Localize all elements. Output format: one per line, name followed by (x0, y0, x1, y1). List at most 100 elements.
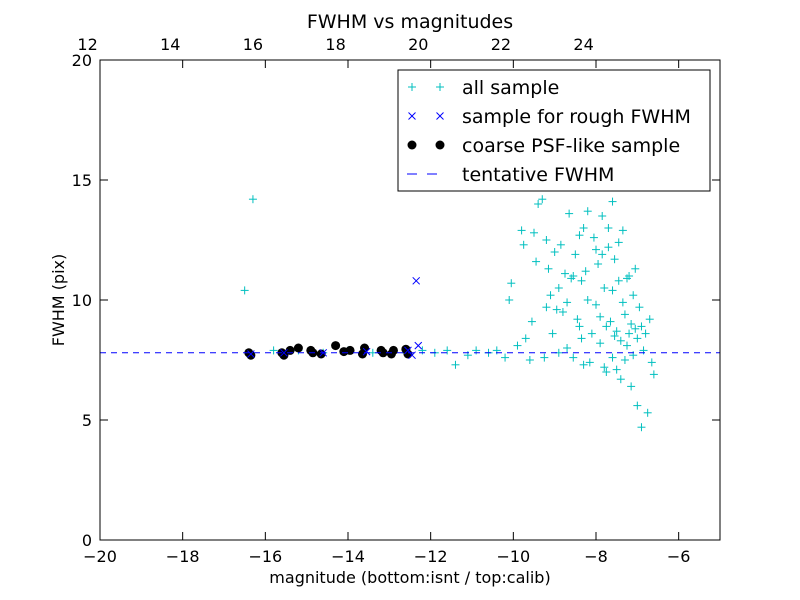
plus-marker (618, 226, 627, 235)
plus-marker (598, 250, 607, 259)
plus-marker (532, 257, 541, 266)
dot-marker (293, 343, 303, 353)
top-tick-label: 22 (491, 35, 511, 54)
plus-marker (550, 248, 559, 256)
plus-marker (623, 341, 631, 350)
dot-marker (378, 348, 388, 358)
plus-marker (596, 339, 605, 348)
plus-marker (592, 245, 600, 254)
x-axis-label: magnitude (bottom:isnt / top:calib) (269, 568, 550, 587)
plus-marker (614, 238, 623, 247)
plus-marker (641, 329, 650, 338)
plus-marker (505, 296, 514, 304)
plus-marker (569, 272, 578, 280)
top-tick-label: 16 (243, 35, 263, 54)
plus-marker (436, 83, 444, 91)
plus-marker (521, 334, 530, 343)
plus-marker (563, 344, 572, 352)
plus-marker (513, 341, 522, 350)
plus-marker (581, 267, 590, 276)
plus-marker (598, 212, 607, 220)
plus-marker (629, 291, 638, 300)
top-tick-label: 12 (77, 35, 97, 54)
plus-marker (614, 276, 623, 285)
y-tick-label: 10 (72, 291, 92, 310)
x-marker (362, 347, 371, 356)
plus-marker (612, 327, 621, 336)
plus-marker (248, 195, 257, 204)
plus-marker (269, 346, 278, 355)
x-marker-b (280, 348, 288, 357)
plus-marker (612, 365, 621, 374)
plus-marker (608, 353, 617, 362)
x-marker-b (414, 341, 423, 350)
plus-marker (534, 200, 543, 208)
top-tick-label: 14 (160, 35, 180, 54)
top-tick-label: 24 (573, 35, 593, 54)
plus-marker (579, 360, 588, 369)
x-tick-label: −14 (331, 547, 365, 566)
x-marker-b (362, 347, 371, 356)
x-marker (247, 350, 255, 358)
plus-marker (600, 363, 609, 372)
plus-marker (554, 284, 563, 292)
x-tick-label: −10 (496, 547, 530, 566)
plus-marker (585, 358, 594, 367)
plus-marker (594, 260, 603, 268)
plus-marker (525, 356, 534, 364)
legend-label: coarse PSF-like sample (462, 135, 680, 157)
plus-marker (618, 298, 627, 307)
plus-marker (540, 353, 549, 362)
x-tick-label: −18 (166, 547, 200, 566)
chart-title: FWHM vs magnitudes (307, 11, 513, 33)
plus-marker (561, 269, 569, 278)
plus-marker (604, 224, 613, 232)
plus-marker (575, 231, 584, 240)
top-tick-label: 18 (325, 35, 345, 54)
plus-marker (600, 284, 609, 292)
x-tick-label: −12 (414, 547, 448, 566)
plus-marker (635, 303, 644, 312)
top-axis: 12 14 16 18 20 22 24 (77, 35, 593, 54)
plus-marker (616, 336, 625, 345)
plus-marker (542, 303, 551, 312)
x-marker-b (408, 112, 416, 120)
plus-marker (579, 224, 588, 232)
x-tick-label: −16 (248, 547, 282, 566)
plus-marker (623, 274, 631, 283)
dot-marker (316, 349, 326, 359)
legend-label: all sample (462, 77, 559, 99)
dot-marker (407, 140, 417, 150)
plus-marker (556, 240, 565, 249)
legend-label: tentative FWHM (462, 164, 614, 186)
plus-marker (620, 310, 629, 319)
dot-marker (388, 345, 398, 355)
y-tick-label: 20 (72, 51, 92, 70)
plus-marker (627, 382, 636, 391)
plus-marker (606, 317, 615, 326)
plus-marker (631, 324, 640, 333)
plus-marker (527, 317, 536, 326)
x-marker (412, 276, 421, 285)
y-tick-label: 15 (72, 171, 92, 190)
plus-marker (577, 276, 586, 285)
plus-marker (577, 334, 586, 343)
plus-marker (501, 353, 510, 362)
plus-marker (569, 353, 578, 362)
plus-marker (616, 375, 625, 384)
plus-marker (604, 243, 613, 252)
plus-marker (519, 240, 528, 249)
plus-marker (573, 315, 582, 324)
plus-marker (627, 320, 636, 328)
plus-marker (583, 207, 592, 216)
plus-marker (544, 264, 553, 273)
x-marker (280, 348, 288, 357)
plus-marker (517, 226, 526, 235)
legend-box (397, 69, 711, 192)
plus-marker (530, 228, 538, 237)
plus-marker (563, 298, 572, 307)
plus-marker (602, 322, 611, 331)
plus-marker (587, 329, 596, 338)
plus-marker (240, 286, 249, 295)
x-marker (408, 112, 416, 120)
